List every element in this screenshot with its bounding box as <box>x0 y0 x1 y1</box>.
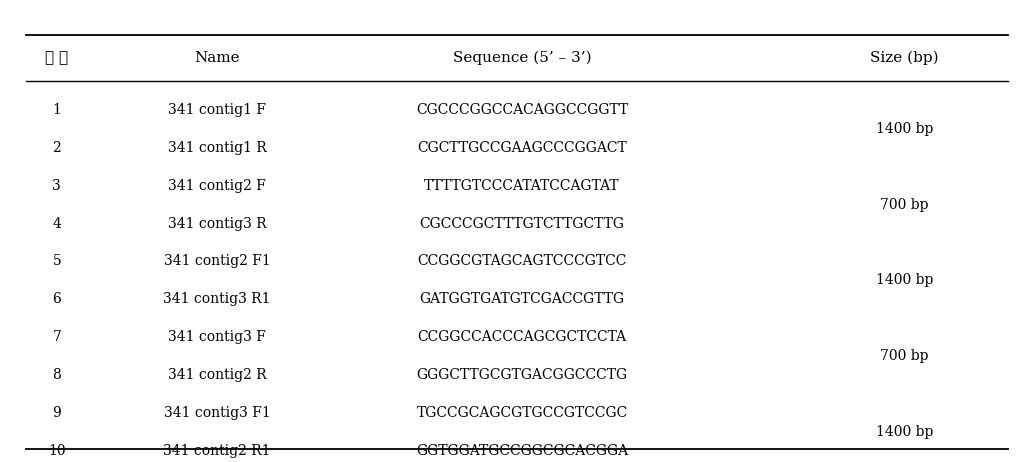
Text: 1400 bp: 1400 bp <box>876 274 934 287</box>
Text: 341 contig2 F1: 341 contig2 F1 <box>163 255 271 268</box>
Text: CCGGCGTAGCAGTCCCGTCC: CCGGCGTAGCAGTCCCGTCC <box>418 255 627 268</box>
Text: 1: 1 <box>53 103 61 117</box>
Text: Name: Name <box>194 51 240 65</box>
Text: 341 contig3 F1: 341 contig3 F1 <box>163 406 271 420</box>
Text: Sequence (5’ – 3’): Sequence (5’ – 3’) <box>453 50 591 65</box>
Text: 700 bp: 700 bp <box>881 349 929 363</box>
Text: 5: 5 <box>53 255 61 268</box>
Text: 341 contig1 F: 341 contig1 F <box>169 103 266 117</box>
Text: GGTGGATGCCGGCGCACGGA: GGTGGATGCCGGCGCACGGA <box>416 444 629 458</box>
Text: 3: 3 <box>53 179 61 193</box>
Text: TTTTGTCCCATATCCAGTAT: TTTTGTCCCATATCCAGTAT <box>424 179 620 193</box>
Text: 구 분: 구 분 <box>45 51 68 65</box>
Text: CCGGCCACCCAGCGCTCCTA: CCGGCCACCCAGCGCTCCTA <box>418 330 627 344</box>
Text: CGCCCGGCCACAGGCCGGTT: CGCCCGGCCACAGGCCGGTT <box>416 103 629 117</box>
Text: TGCCGCAGCGTGCCGTCCGC: TGCCGCAGCGTGCCGTCCGC <box>417 406 628 420</box>
Text: 10: 10 <box>48 444 66 458</box>
Text: 341 contig1 R: 341 contig1 R <box>168 141 267 155</box>
Text: 341 contig3 F: 341 contig3 F <box>169 330 266 344</box>
Text: 341 contig2 F: 341 contig2 F <box>169 179 266 193</box>
Text: 1400 bp: 1400 bp <box>876 122 934 136</box>
Text: 1400 bp: 1400 bp <box>876 425 934 439</box>
Text: 9: 9 <box>53 406 61 420</box>
Text: CGCCCGCTTTGTCTTGCTTG: CGCCCGCTTTGTCTTGCTTG <box>420 217 625 231</box>
Text: 6: 6 <box>53 292 61 306</box>
Text: 341 contig2 R: 341 contig2 R <box>168 368 267 382</box>
Text: Size (bp): Size (bp) <box>871 50 939 65</box>
Text: 4: 4 <box>53 217 61 231</box>
Text: CGCTTGCCGAAGCCCGGACT: CGCTTGCCGAAGCCCGGACT <box>418 141 627 155</box>
Text: 341 contig3 R1: 341 contig3 R1 <box>163 292 271 306</box>
Text: GGGCTTGCGTGACGGCCCTG: GGGCTTGCGTGACGGCCCTG <box>417 368 628 382</box>
Text: 7: 7 <box>53 330 61 344</box>
Text: 700 bp: 700 bp <box>881 198 929 212</box>
Text: GATGGTGATGTCGACCGTTG: GATGGTGATGTCGACCGTTG <box>420 292 625 306</box>
Text: 341 contig3 R: 341 contig3 R <box>168 217 267 231</box>
Text: 341 contig2 R1: 341 contig2 R1 <box>163 444 271 458</box>
Text: 8: 8 <box>53 368 61 382</box>
Text: 2: 2 <box>53 141 61 155</box>
